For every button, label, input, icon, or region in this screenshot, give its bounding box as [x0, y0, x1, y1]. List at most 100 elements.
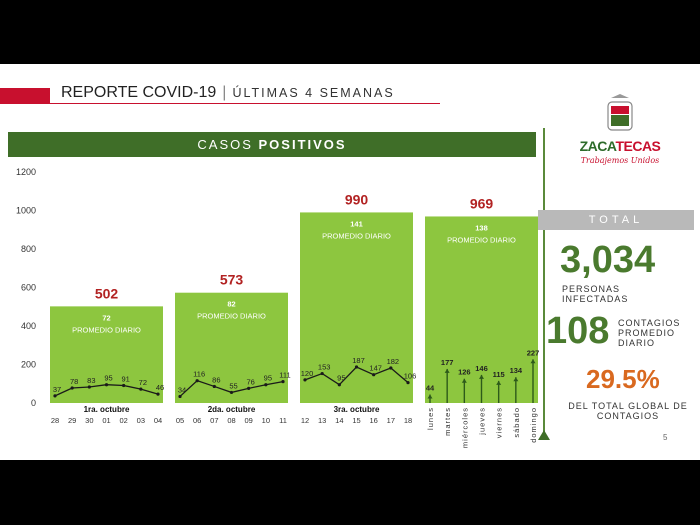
daily-stem-arrow	[513, 377, 519, 382]
daily-point	[406, 380, 410, 385]
daily-point	[247, 386, 251, 390]
day-tick-label: 18	[404, 416, 412, 425]
daily-stem-arrow	[479, 374, 484, 379]
daily-point	[303, 378, 307, 382]
y-tick-label: 1200	[16, 167, 36, 177]
day-tick-label: 14	[335, 416, 343, 425]
daily-point	[104, 383, 109, 387]
logo-wordmark: ZACATECAS	[575, 138, 665, 154]
week-total-label: 969	[470, 195, 494, 211]
daily-point	[389, 366, 393, 370]
title-subtitle: ÚLTIMAS 4 SEMANAS	[232, 86, 395, 100]
band-label-b: POSITIVOS	[258, 137, 347, 152]
week-average-value: 138	[475, 223, 488, 232]
daily-value-label: 55	[229, 381, 237, 390]
daily-stem-arrow	[530, 359, 536, 364]
total-caption: PERSONAS INFECTADAS	[562, 284, 629, 304]
week-average-value: 82	[227, 300, 235, 309]
red-accent-bar	[0, 88, 50, 104]
total-value: 3,034	[560, 239, 656, 281]
daily-value-label: 86	[212, 375, 220, 384]
daily-value-label: 106	[404, 372, 417, 381]
daily-value-label: 146	[475, 364, 488, 373]
day-tick-label: 07	[210, 416, 218, 425]
daily-value-label: 115	[493, 370, 505, 379]
daily-point	[178, 394, 182, 399]
title-separator: |	[222, 84, 227, 101]
percentage-caption: DEL TOTAL GLOBAL DE CONTAGIOS	[568, 401, 688, 421]
y-tick-label: 800	[21, 244, 36, 254]
week-total-label: 502	[95, 285, 119, 301]
weekday-tick-label: miércoles	[460, 407, 469, 448]
daily-value-label: 177	[441, 358, 454, 367]
daily-point	[372, 373, 376, 377]
daily-value-label: 76	[246, 377, 254, 386]
daily-point	[87, 385, 91, 389]
daily-value-label: 78	[70, 377, 78, 386]
day-tick-label: 28	[51, 416, 59, 425]
page-title: REPORTE COVID-19 | ÚLTIMAS 4 SEMANAS	[61, 84, 395, 102]
daily-point	[156, 392, 160, 396]
week-total-bar	[425, 216, 538, 403]
daily-value-label: 46	[156, 383, 164, 392]
daily-value-label: 91	[121, 374, 129, 383]
day-tick-label: 01	[102, 416, 110, 425]
daily-value-label: 126	[458, 368, 471, 377]
day-tick-label: 09	[244, 416, 252, 425]
daily-point	[70, 386, 74, 390]
daily-point	[195, 379, 199, 383]
zacatecas-logo: ZACATECAS Trabajemos Unidos	[575, 94, 665, 174]
logo-name-a: ZACA	[579, 138, 616, 154]
average-value: 108	[546, 310, 610, 352]
weekday-tick-label: viernes	[495, 407, 504, 438]
week-label: 1ra. octubre	[84, 405, 130, 414]
y-tick-label: 1000	[16, 206, 36, 216]
day-tick-label: 06	[193, 416, 201, 425]
weekday-tick-label: sábado	[512, 407, 521, 438]
daily-value-label: 153	[318, 363, 331, 372]
daily-stem-arrow	[427, 394, 433, 399]
day-tick-label: 11	[279, 416, 287, 425]
daily-value-label: 116	[193, 370, 205, 379]
week-average-caption: PROMEDIO DIARIO	[322, 231, 391, 240]
daily-value-label: 182	[387, 357, 400, 366]
daily-point	[229, 390, 234, 395]
daily-value-label: 37	[53, 385, 61, 394]
week-average-value: 141	[350, 219, 363, 228]
slide: REPORTE COVID-19 | ÚLTIMAS 4 SEMANAS CASOS…	[0, 64, 700, 460]
chart-header-band: CASOS POSITIVOS	[8, 132, 536, 157]
y-tick-label: 0	[31, 398, 36, 408]
daily-value-label: 120	[301, 369, 314, 378]
daily-point	[281, 380, 285, 384]
daily-value-label: 111	[279, 371, 290, 380]
daily-value-label: 95	[264, 374, 272, 383]
day-tick-label: 02	[119, 416, 127, 425]
title-main: REPORTE COVID-19	[61, 84, 217, 101]
logo-slogan: Trabajemos Unidos	[580, 156, 660, 165]
day-tick-label: 30	[85, 416, 93, 425]
day-tick-label: 05	[176, 416, 184, 425]
band-label-a: CASOS	[197, 137, 259, 152]
week-label: 3ra. octubre	[334, 405, 380, 414]
daily-value-label: 227	[527, 348, 540, 357]
percentage-value: 29.5%	[586, 364, 660, 394]
week-total-label: 990	[345, 191, 369, 207]
total-marker-icon	[538, 430, 550, 440]
total-label-box: TOTAL	[538, 210, 694, 230]
y-tick-label: 600	[21, 283, 36, 293]
daily-point	[337, 383, 341, 387]
daily-value-label: 34	[178, 385, 186, 394]
y-tick-label: 400	[21, 321, 36, 331]
day-tick-label: 16	[369, 416, 377, 425]
daily-point	[320, 371, 324, 376]
day-tick-label: 03	[137, 416, 145, 425]
daily-value-label: 72	[139, 378, 147, 387]
week-label: 2da. octubre	[208, 405, 256, 414]
daily-point	[354, 365, 359, 369]
day-tick-label: 17	[387, 416, 395, 425]
week-total-bar	[300, 212, 413, 403]
week-average-caption: PROMEDIO DIARIO	[72, 325, 141, 334]
week-total-bar	[50, 306, 163, 403]
daily-point	[139, 387, 143, 391]
